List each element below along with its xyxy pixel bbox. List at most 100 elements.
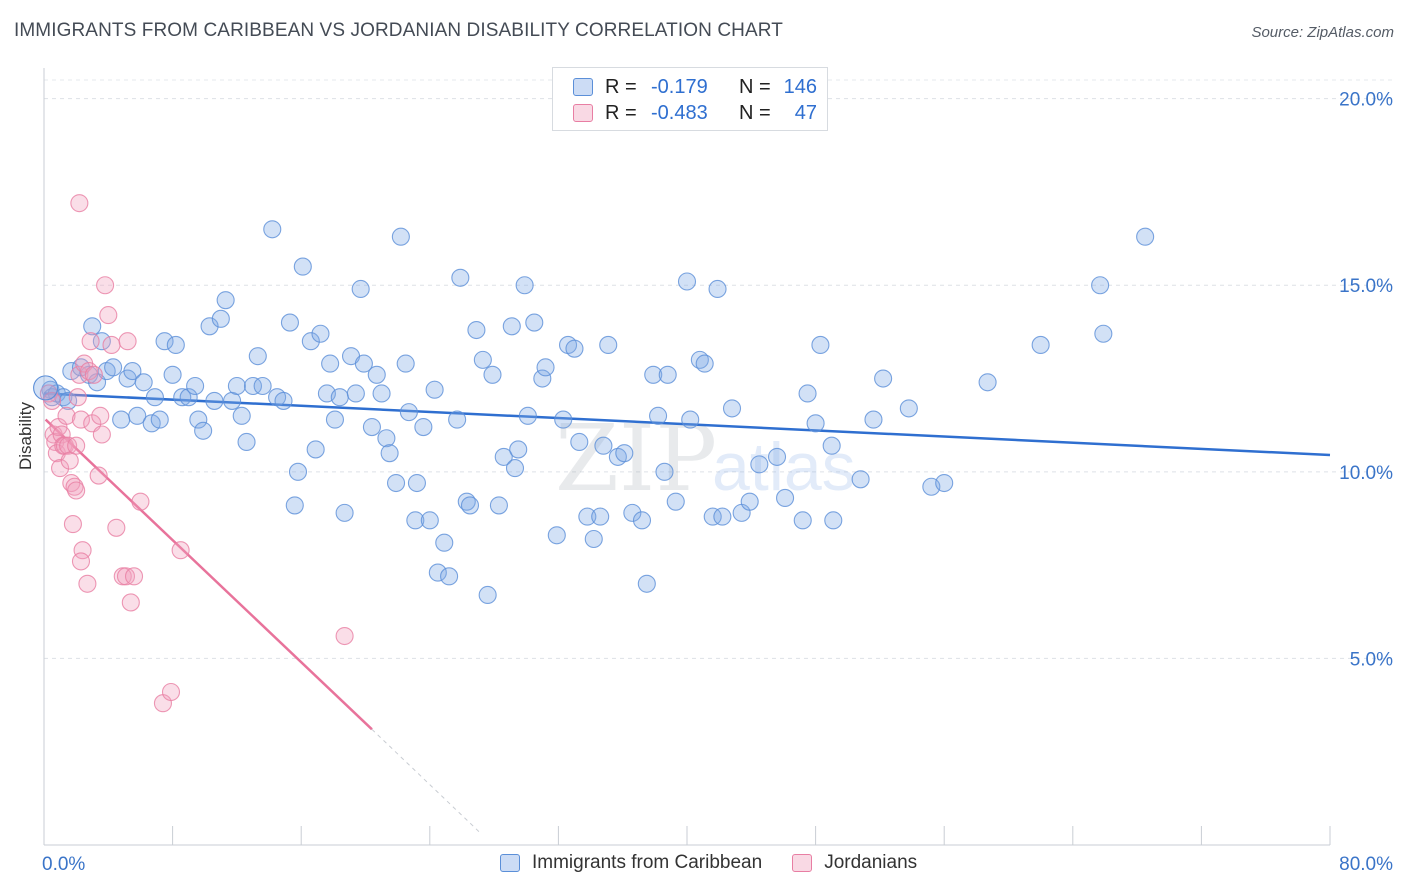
point-caribbean [263,220,282,239]
point-caribbean [288,462,308,481]
trend-lines [43,392,1331,835]
point-caribbean [935,473,954,493]
point-jordanian [118,332,137,351]
point-caribbean [525,313,544,332]
point-caribbean [377,429,396,448]
y-tick-label: 10.0% [1339,463,1393,484]
y-tick-label: 15.0% [1339,276,1393,297]
point-caribbean [565,339,584,358]
point-jordanian [71,552,91,571]
axes [43,68,1331,846]
point-caribbean [173,388,192,407]
point-caribbean [851,470,870,489]
point-jordanian [96,276,115,295]
point-jordanian [73,541,92,560]
watermark-atlas: atlas [712,429,856,505]
point-caribbean [978,373,997,392]
point-caribbean [216,291,235,310]
tick-labels: 5.0% 10.0% 15.0% 20.0% 0.0% 80.0% [42,90,1393,875]
point-caribbean [406,511,425,530]
legend-swatch-caribbean [573,78,593,96]
series-legend-caribbean: Immigrants from Caribbean [500,852,762,874]
legend-n-label: N = [739,75,771,98]
point-caribbean [658,365,677,384]
point-caribbean [644,365,663,384]
legend-r-label: R = [605,101,637,124]
point-caribbean [681,410,700,429]
point-caribbean [494,447,513,466]
point-caribbean [211,309,230,328]
data-points [33,194,1155,713]
point-caribbean [351,279,370,299]
point-jordanian [67,436,86,455]
point-jordanian [51,459,70,478]
point-caribbean [750,455,769,474]
point-jordanian [92,425,111,444]
point-caribbean [767,447,787,466]
point-caribbean [615,444,634,463]
point-caribbean [599,335,618,355]
point-caribbean [509,440,528,459]
point-caribbean [386,473,406,493]
point-caribbean [451,268,470,287]
point-caribbean [1031,335,1050,355]
point-caribbean [420,511,439,530]
point-caribbean [536,358,555,377]
point-caribbean [666,492,685,511]
point-caribbean [798,384,817,403]
point-caribbean [695,354,714,373]
point-caribbean [346,384,365,403]
point-caribbean [280,313,299,332]
series-name-jordanians: Jordanians [824,852,918,873]
point-caribbean [134,373,153,392]
point-jordanian [121,593,140,612]
point-caribbean [864,410,883,429]
point-jordanian [102,335,121,355]
point-caribbean [554,410,573,429]
point-jordanian [89,466,108,485]
point-caribbean [33,375,59,401]
point-caribbean [179,388,198,407]
point-caribbean [414,417,433,437]
point-caribbean [1136,227,1155,246]
series-swatch-jordanians [792,854,813,872]
point-caribbean [380,444,399,463]
point-jordanian [99,306,118,325]
point-caribbean [325,410,345,429]
point-caribbean [435,533,454,552]
point-jordanian [78,574,97,593]
point-caribbean [362,417,381,437]
point-caribbean [632,511,652,530]
point-caribbean [478,585,497,605]
chart-source: Source: ZipAtlas.com [1251,24,1394,41]
point-caribbean [473,350,492,369]
point-caribbean [163,365,182,384]
trend-extension-jordanians [371,728,482,835]
series-name-caribbean: Immigrants from Caribbean [532,852,763,873]
point-caribbean [330,388,349,407]
point-jordanian [67,481,86,500]
point-caribbean [806,414,825,433]
point-caribbean [578,507,597,526]
point-caribbean [123,362,142,381]
legend-n-label: N = [739,101,771,124]
legend-r-value: -0.179 [651,75,708,98]
chart-title: IMMIGRANTS FROM CARIBBEAN VS JORDANIAN D… [14,20,783,41]
point-caribbean [824,511,843,530]
point-caribbean [166,335,185,355]
point-caribbean [594,436,613,455]
point-caribbean [396,354,415,373]
point-caribbean [623,503,642,522]
point-caribbean [1091,276,1110,295]
point-caribbean [285,496,304,515]
point-jordanian [84,365,103,384]
point-caribbean [399,403,418,422]
point-jordanian [124,567,144,586]
point-caribbean [518,406,537,425]
point-caribbean [489,496,508,515]
x-tick-label: 80.0% [1339,854,1393,875]
point-jordanian [81,332,100,351]
series-legend-jordanians: Jordanians [792,852,917,874]
point-caribbean [200,317,219,336]
series-legend: Immigrants from Caribbean Jordanians [500,852,947,874]
